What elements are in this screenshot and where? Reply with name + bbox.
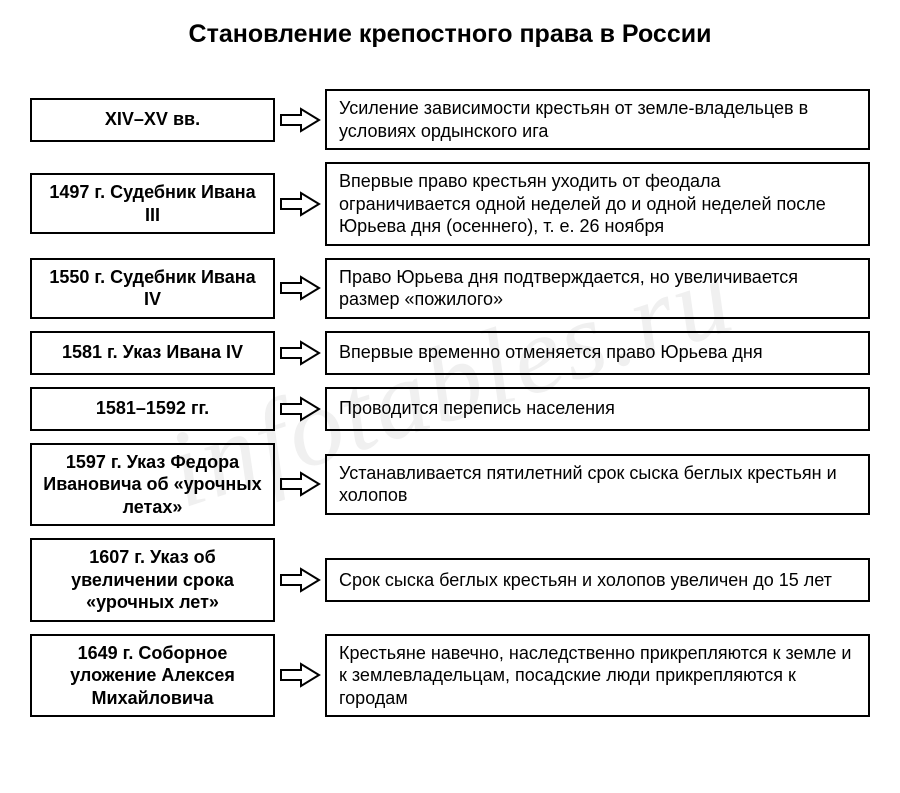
- description-box: Впервые временно отменяется право Юрьева…: [325, 331, 870, 375]
- description-box: Проводится перепись населения: [325, 387, 870, 431]
- period-box: 1581–1592 гг.: [30, 387, 275, 431]
- diagram-row: 1550 г. Судебник Ивана IV Право Юрьева д…: [30, 258, 870, 319]
- arrow-icon: [275, 567, 325, 593]
- diagram-row: 1581–1592 гг. Проводится перепись населе…: [30, 387, 870, 431]
- period-box: 1597 г. Указ Федора Ивановича об «урочны…: [30, 443, 275, 527]
- diagram-row: 1649 г. Соборное уложение Алексея Михайл…: [30, 634, 870, 718]
- description-box: Впервые право крестьян уходить от феодал…: [325, 162, 870, 246]
- arrow-icon: [275, 662, 325, 688]
- period-box: 1497 г. Судебник Ивана III: [30, 173, 275, 234]
- arrow-icon: [275, 275, 325, 301]
- period-box: XIV–XV вв.: [30, 98, 275, 142]
- description-box: Срок сыска беглых крестьян и холопов уве…: [325, 558, 870, 602]
- diagram-row: 1607 г. Указ об увеличении срока «урочны…: [30, 538, 870, 622]
- arrow-icon: [275, 107, 325, 133]
- period-box: 1649 г. Соборное уложение Алексея Михайл…: [30, 634, 275, 718]
- description-box: Усиление зависимости крестьян от земле-в…: [325, 89, 870, 150]
- period-box: 1607 г. Указ об увеличении срока «урочны…: [30, 538, 275, 622]
- description-box: Крестьяне навечно, наследственно прикреп…: [325, 634, 870, 718]
- diagram-row: 1581 г. Указ Ивана IV Впервые временно о…: [30, 331, 870, 375]
- period-box: 1550 г. Судебник Ивана IV: [30, 258, 275, 319]
- diagram-row: XIV–XV вв. Усиление зависимости крестьян…: [30, 89, 870, 150]
- description-box: Устанавливается пятилетний срок сыска бе…: [325, 454, 870, 515]
- diagram-rows: XIV–XV вв. Усиление зависимости крестьян…: [30, 89, 870, 717]
- arrow-icon: [275, 471, 325, 497]
- arrow-icon: [275, 396, 325, 422]
- description-box: Право Юрьева дня подтверждается, но увел…: [325, 258, 870, 319]
- diagram-row: 1597 г. Указ Федора Ивановича об «урочны…: [30, 443, 870, 527]
- arrow-icon: [275, 340, 325, 366]
- arrow-icon: [275, 191, 325, 217]
- period-box: 1581 г. Указ Ивана IV: [30, 331, 275, 375]
- page-title: Становление крепостного права в России: [30, 20, 870, 49]
- diagram-row: 1497 г. Судебник Ивана III Впервые право…: [30, 162, 870, 246]
